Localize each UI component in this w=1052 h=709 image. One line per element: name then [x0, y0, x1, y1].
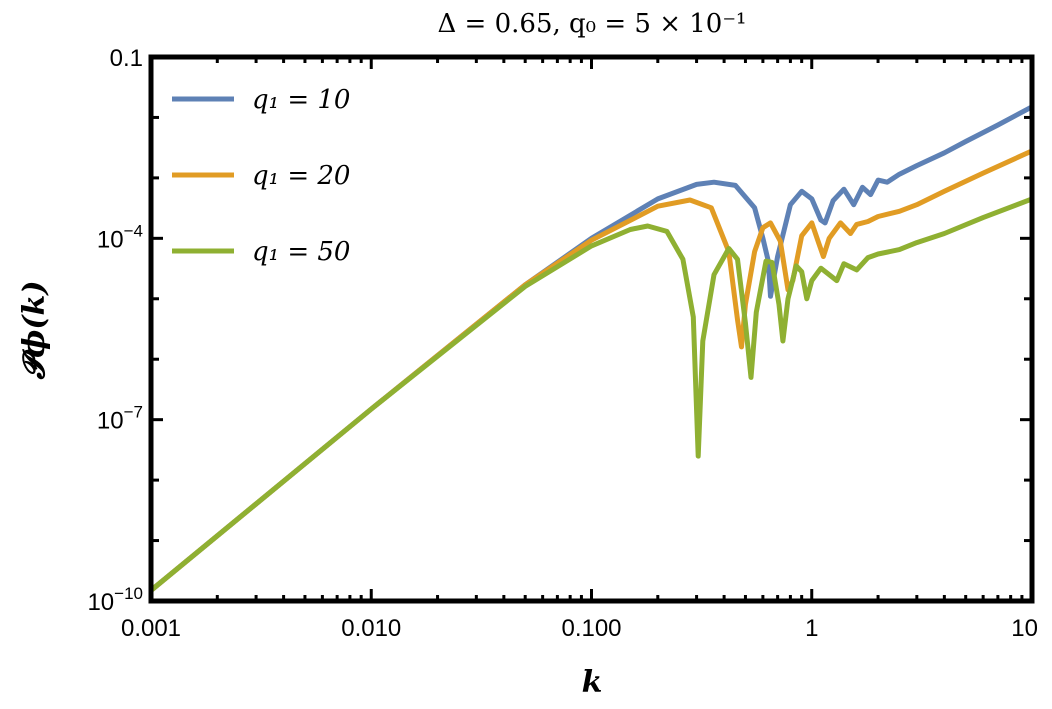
y-axis: 10−10 10−7 10−4 0.1	[87, 45, 1032, 616]
y-tick-label: 10−7	[97, 403, 143, 435]
series-line-3	[151, 196, 1032, 593]
x-tick-label: 0.010	[341, 615, 401, 642]
x-tick-label: 0.100	[561, 615, 621, 642]
y-tick-label: 10−4	[97, 221, 143, 253]
x-axis: 0.001 0.010 0.100 1 10	[121, 57, 1038, 642]
plot-frame	[148, 54, 1035, 604]
x-axis-label: k	[582, 665, 603, 700]
x-tick-label: 1	[805, 615, 818, 642]
legend-label-3: q₁ = 50	[252, 237, 350, 267]
legend-label-1: q₁ = 10	[252, 85, 350, 115]
y-tick-label: 0.1	[110, 45, 143, 72]
y-tick-label: 10−10	[87, 584, 143, 616]
chart-title: Δ = 0.65, q₀ = 5 × 10⁻¹	[438, 9, 747, 39]
series-line-1	[151, 104, 1032, 593]
legend-label-2: q₁ = 20	[252, 161, 350, 191]
plot-area	[148, 54, 1035, 604]
series-line-2	[151, 148, 1032, 593]
x-tick-label: 0.001	[121, 615, 181, 642]
legend: q₁ = 10 q₁ = 20 q₁ = 50	[172, 85, 350, 267]
x-tick-label: 10	[1011, 615, 1038, 642]
series-group	[151, 104, 1032, 593]
y-axis-label: 𝓟ϕ(k)	[17, 280, 52, 379]
